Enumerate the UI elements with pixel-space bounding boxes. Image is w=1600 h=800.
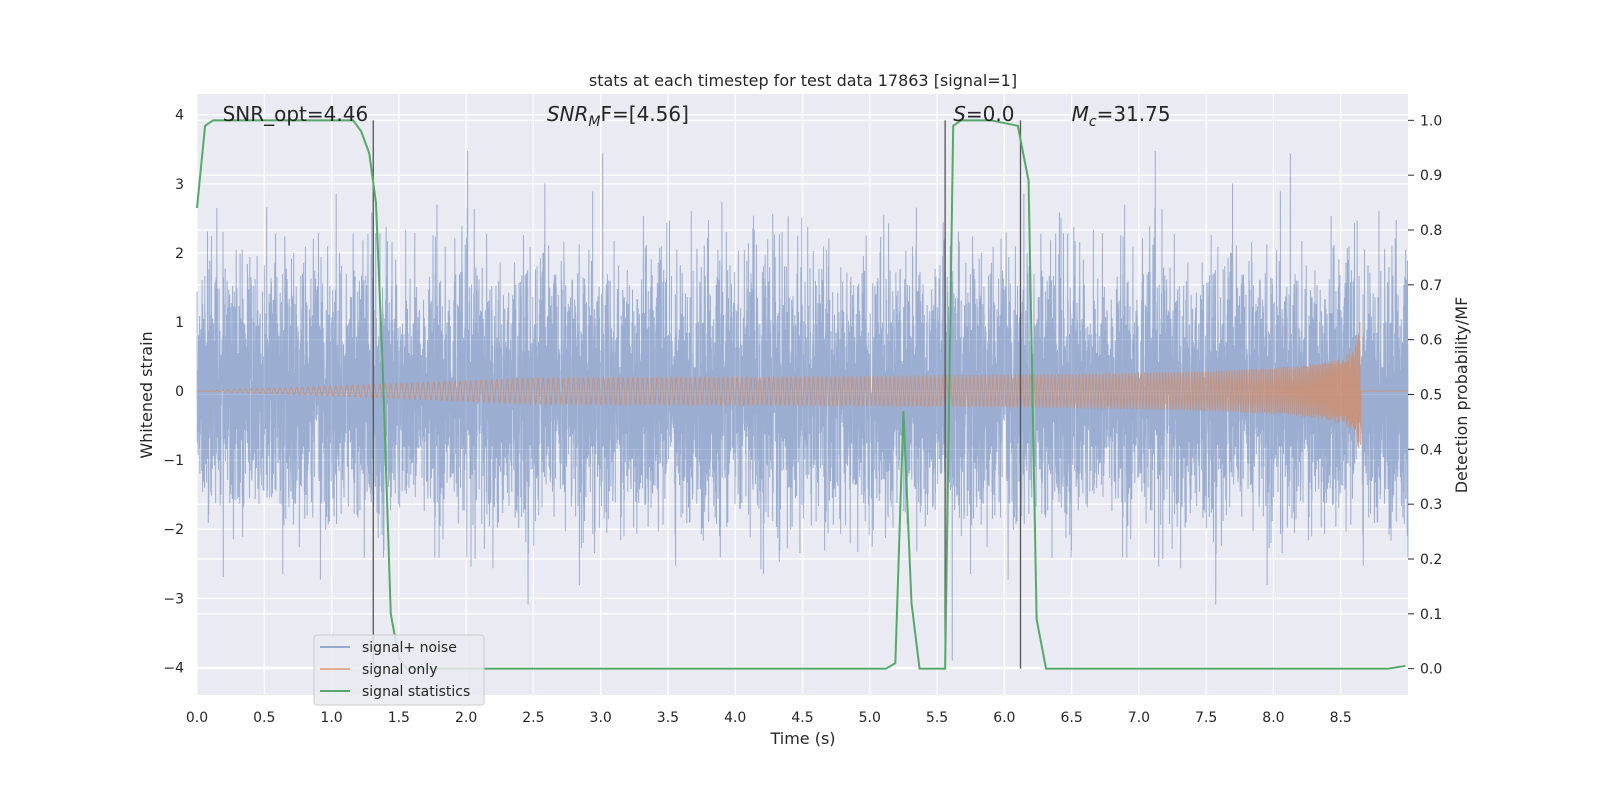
y-right-tick-5: 0.5 <box>1420 388 1442 404</box>
series-signal-plus-noise <box>196 150 1409 661</box>
y-left-tick-3: −1 <box>163 453 184 469</box>
x-tick-14: 7.0 <box>1128 710 1150 726</box>
annotation-3: Mc=31.75 <box>1072 102 1171 130</box>
annotation-0: SNR_opt=4.46 <box>223 102 369 126</box>
x-tick-11: 5.5 <box>926 710 948 726</box>
y-left-tick-7: 3 <box>175 177 184 193</box>
y-right-tick-1: 0.1 <box>1420 607 1442 623</box>
y-right-axis-ticks: 0.0 0.1 0.2 0.3 0.4 0.5 0.6 0.7 0.8 0.9 1.0 <box>1408 113 1442 678</box>
x-tick-0: 0.0 <box>186 710 208 726</box>
x-tick-9: 4.5 <box>791 710 813 726</box>
legend-label-signal-statistics: signal statistics <box>362 684 470 700</box>
x-tick-13: 6.5 <box>1060 710 1082 726</box>
annotations: SNR_opt=4.46 SNRMF=[4.56] S=0.0 Mc=31.75 <box>223 102 1171 130</box>
y-right-tick-4: 0.4 <box>1420 442 1442 458</box>
y-left-tick-1: −3 <box>163 591 184 607</box>
x-tick-7: 3.5 <box>657 710 679 726</box>
vertical-markers <box>372 120 1022 669</box>
series-signal-statistics <box>196 119 1406 670</box>
annotation-2: S=0.0 <box>953 102 1014 126</box>
legend-label-signal-plus-noise: signal+ noise <box>362 640 457 656</box>
x-tick-15: 7.5 <box>1195 710 1217 726</box>
y-right-tick-10: 1.0 <box>1420 113 1442 129</box>
legend-box <box>313 634 485 706</box>
line-signal-only <box>197 321 1408 449</box>
x-tick-1: 0.5 <box>253 710 275 726</box>
series-signal-only <box>197 321 1408 449</box>
x-tick-2: 1.0 <box>320 710 342 726</box>
x-tick-16: 8.0 <box>1262 710 1284 726</box>
y-left-tick-6: 2 <box>175 246 184 262</box>
y-left-tick-5: 1 <box>175 315 184 331</box>
y-right-tick-0: 0.0 <box>1420 662 1442 678</box>
y-left-tick-4: 0 <box>175 384 184 400</box>
line-signal-plus-noise <box>196 150 1409 661</box>
annotation-1: SNRMF=[4.56] <box>547 102 689 130</box>
y-right-tick-9: 0.9 <box>1420 168 1442 184</box>
x-axis-ticks: 0.0 0.5 1.0 1.5 2.0 2.5 3.0 3.5 4.0 4.5 5.0 5.5 6.0 6… <box>186 710 1352 726</box>
x-tick-5: 2.5 <box>522 710 544 726</box>
x-tick-6: 3.0 <box>590 710 612 726</box>
x-tick-10: 5.0 <box>859 710 881 726</box>
y-right-tick-7: 0.7 <box>1420 278 1442 294</box>
y-left-axis-ticks: −4 −3 −2 −1 0 1 2 3 4 <box>163 108 184 677</box>
x-tick-4: 2.0 <box>455 710 477 726</box>
legend-label-signal-only: signal only <box>362 662 437 678</box>
chart-title: stats at each timestep for test data 178… <box>589 71 1017 90</box>
y-right-axis-label: Detection probability/MF <box>1452 297 1471 494</box>
y-right-tick-2: 0.2 <box>1420 552 1442 568</box>
legend: signal+ noise signal only signal statist… <box>313 634 485 706</box>
y-left-tick-2: −2 <box>163 522 184 538</box>
y-right-tick-8: 0.8 <box>1420 223 1442 239</box>
line-signal-statistics <box>196 119 1406 670</box>
y-left-tick-0: −4 <box>163 660 184 676</box>
y-left-axis-label: Whitened strain <box>137 331 156 458</box>
y-left-tick-8: 4 <box>175 108 184 124</box>
y-right-tick-3: 0.3 <box>1420 497 1442 513</box>
x-tick-3: 1.5 <box>388 710 410 726</box>
y-right-tick-6: 0.6 <box>1420 333 1442 349</box>
x-axis-label: Time (s) <box>769 729 835 748</box>
x-tick-12: 6.0 <box>993 710 1015 726</box>
x-tick-8: 4.0 <box>724 710 746 726</box>
x-tick-17: 8.5 <box>1330 710 1352 726</box>
